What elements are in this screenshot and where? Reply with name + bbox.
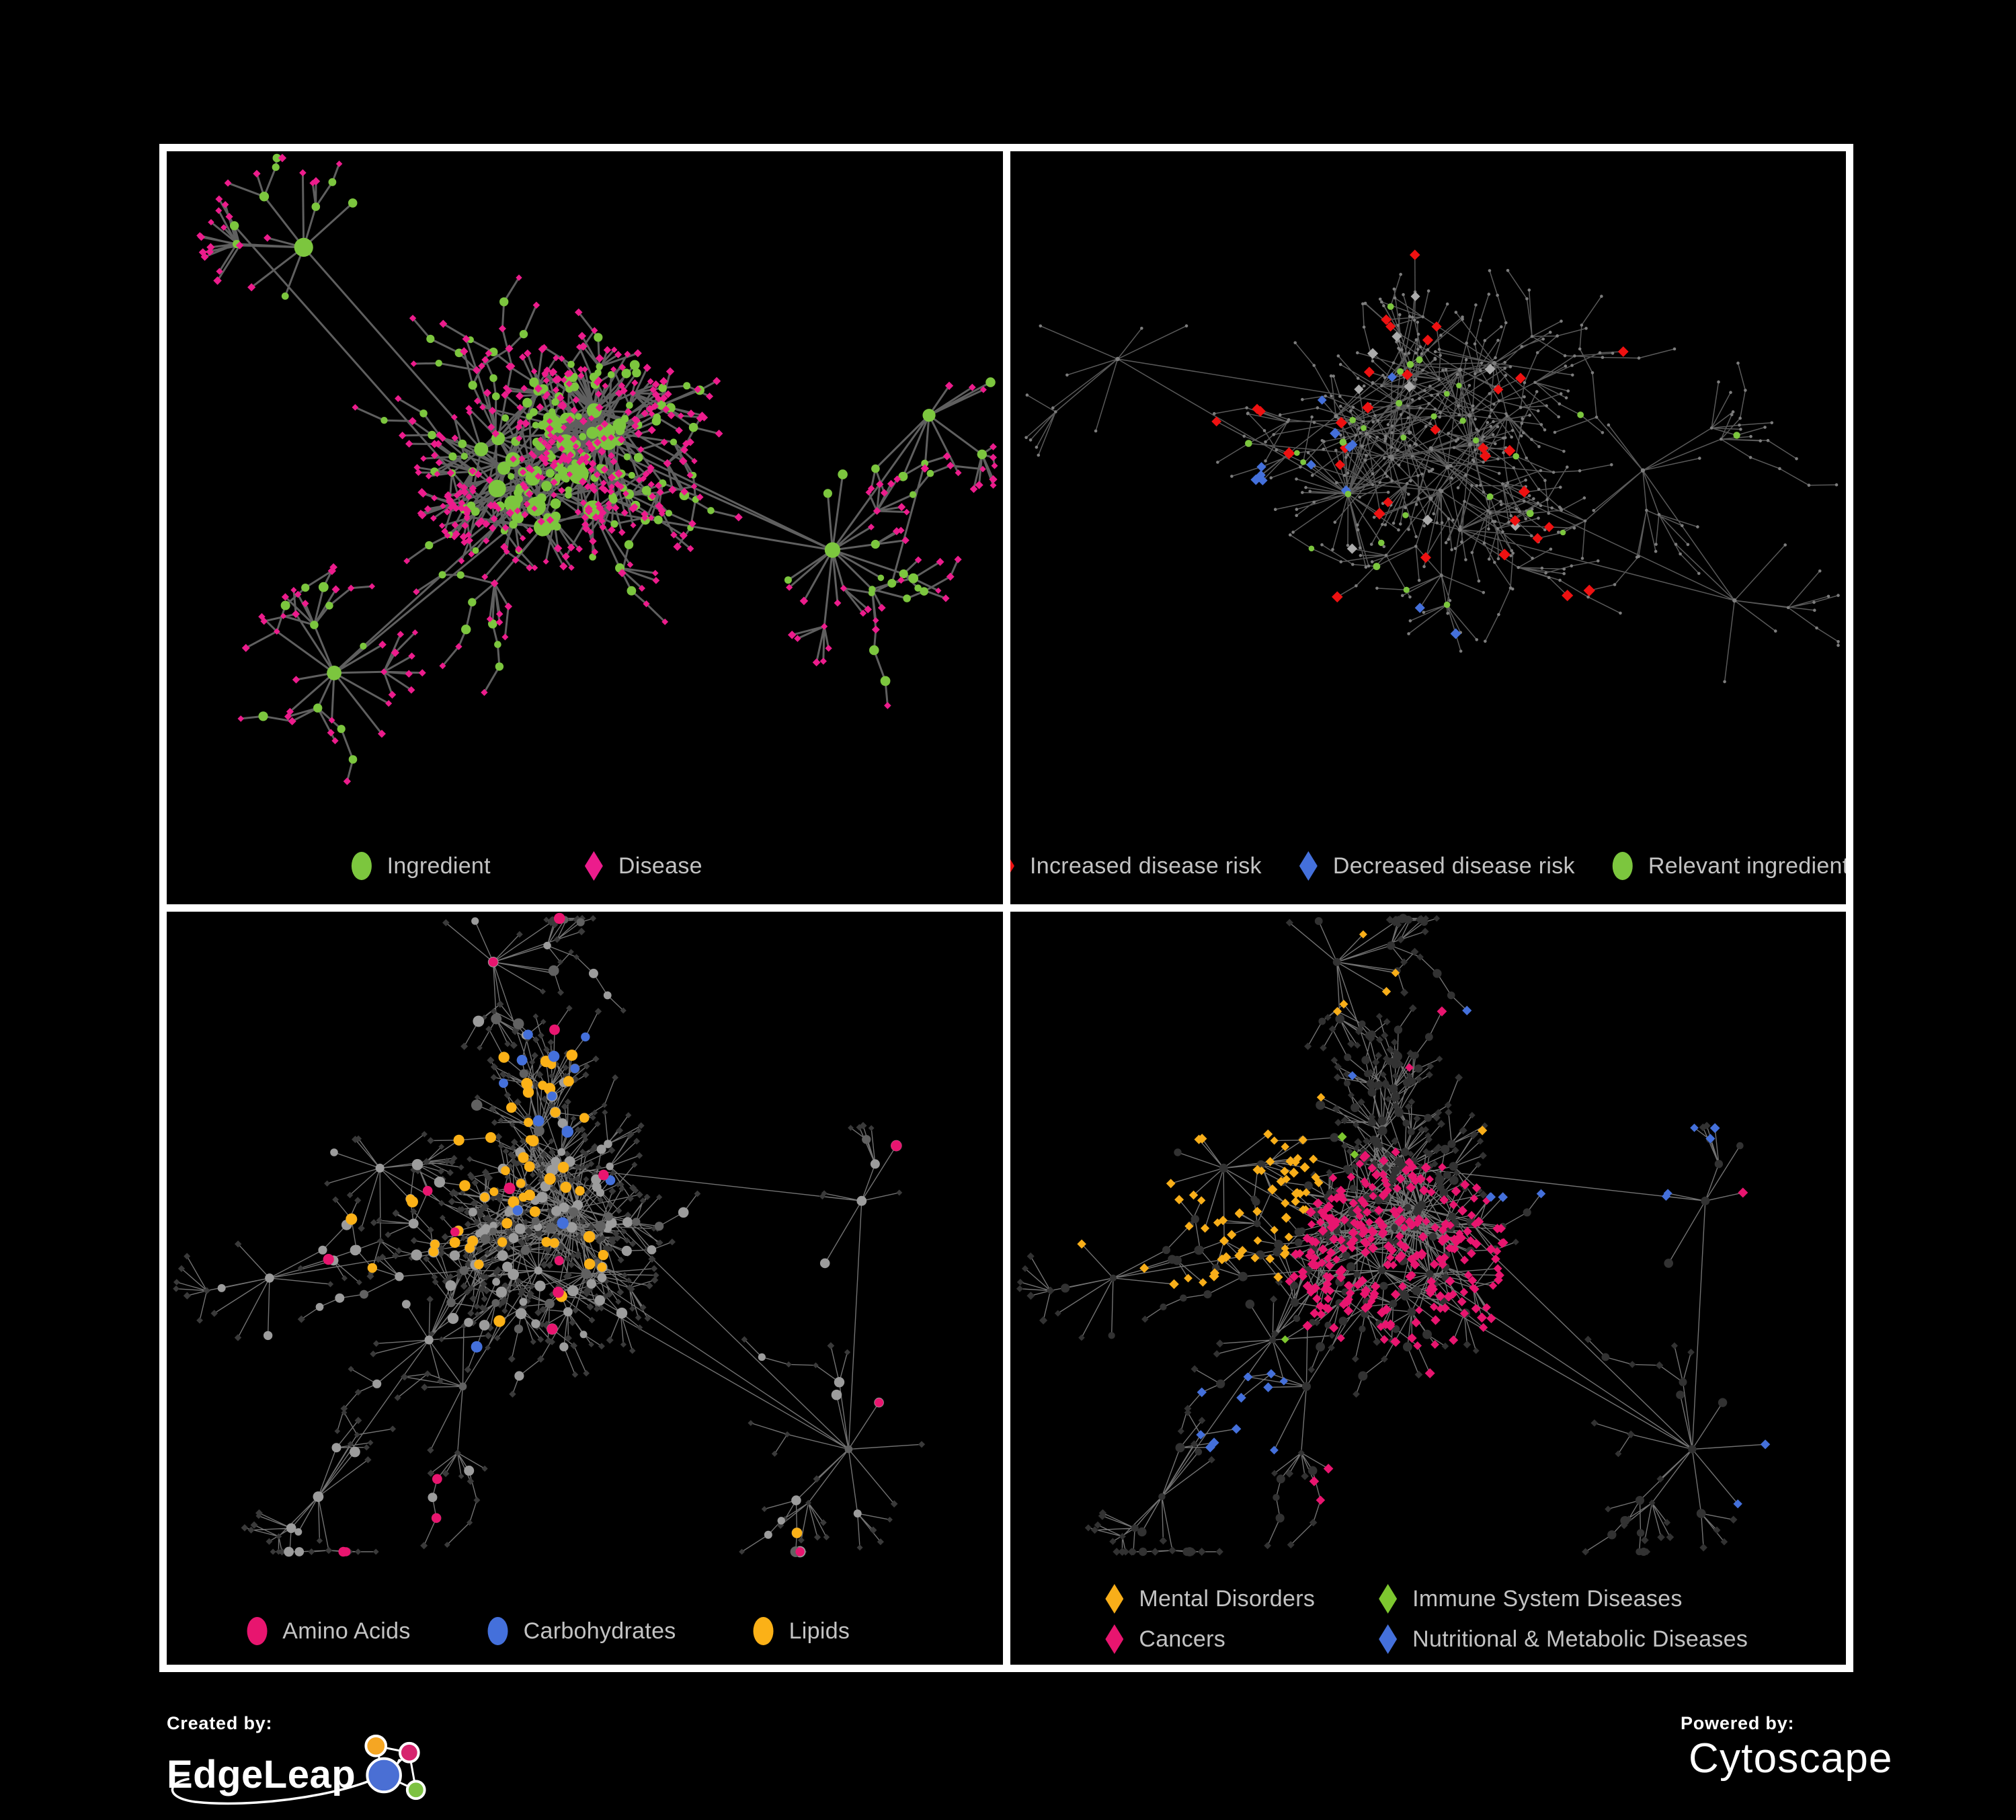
edges-layer [1019,918,1765,1552]
panel-disease-risk-network: Increased disease risk Decreased disease … [1010,151,1846,904]
carbohydrate-nodes [471,1029,616,1353]
legend-label: Lipids [789,1618,850,1644]
legend-item-amino-acids: Amino Acids [247,1617,410,1645]
legend-label: Mental Disorders [1139,1585,1316,1612]
diamond-marker-icon [1299,851,1318,881]
legend-label: Immune System Diseases [1412,1585,1683,1612]
legend-item-lipids: Lipids [753,1617,850,1645]
created-by-label: Created by: [167,1713,273,1733]
legend-item-cancers: Cancers [1105,1624,1315,1654]
relevant-ingredient-nodes [1244,303,1740,608]
network-graph-nutrient-categories [173,912,926,1558]
legend-item-carbohydrates: Carbohydrates [487,1617,676,1645]
legend-item-immune-system-diseases: Immune System Diseases [1379,1584,1748,1614]
circle-marker-icon [753,1617,774,1645]
legend-label: Increased disease risk [1029,853,1262,879]
circle-marker-icon [1612,852,1633,880]
legend-item-relevant-ingredient: Relevant ingredient [1612,852,1846,880]
powered-by-label: Powered by: [1681,1713,1795,1733]
edges-layer [1025,255,1839,682]
legend-item-decreased-disease-risk: Decreased disease risk [1299,851,1575,881]
nutritional-metabolic-nodes [1195,1005,1770,1509]
legend-ingredient-disease: Ingredient Disease [351,851,702,881]
diamond-marker-icon [1010,851,1014,881]
legend-disease-risk: Increased disease risk Decreased disease … [1010,851,1846,881]
diamond-marker-icon [1379,1624,1398,1654]
legend-item-disease: Disease [584,851,702,881]
panel-disease-category-network: Mental Disorders Immune System Diseases Ca… [1010,912,1846,1665]
legend-item-ingredient: Ingredient [351,852,491,880]
panel-ingredient-disease-network: Ingredient Disease [167,151,1003,904]
edgeleap-brand: EdgeLeap [167,1752,356,1796]
network-graph-disease-risk [1024,249,1840,684]
cytoscape-brand: Cytoscape [1689,1735,1893,1782]
diamond-marker-icon [1105,1624,1124,1654]
diamond-marker-icon [1105,1584,1124,1614]
legend-disease-categories: Mental Disorders Immune System Diseases Ca… [1105,1584,1748,1654]
edges-layer [175,918,922,1552]
legend-item-nutritional-metabolic-diseases: Nutritional & Metabolic Diseases [1379,1624,1748,1654]
base-nodes [1024,253,1840,684]
legend-label: Carbohydrates [523,1618,676,1644]
circle-marker-icon [351,852,372,880]
legend-nutrient-categories: Amino Acids Carbohydrates Lipids [247,1617,850,1645]
lipid-nodes [346,1050,803,1538]
increased-risk-nodes [1211,249,1629,603]
legend-label: Cancers [1139,1626,1226,1652]
network-graph-ingredient-disease [196,153,998,785]
circle-marker-icon [487,1617,508,1645]
ingredient-nodes [217,913,902,1558]
mental-disorder-nodes [1076,930,1487,1290]
amino-acid-nodes [323,912,902,1557]
legend-label: Amino Acids [282,1618,411,1644]
legend-label: Relevant ingredient [1648,853,1846,879]
legend-item-increased-disease-risk: Increased disease risk [1010,851,1262,881]
created-by-credit: Created by: EdgeLeap [167,1713,449,1814]
panel-nutrient-category-network: Amino Acids Carbohydrates Lipids [167,912,1003,1665]
edgeleap-logo-icon [364,1734,426,1801]
circle-marker-icon [247,1617,268,1645]
panel-grid: Ingredient Disease Increased disease risk… [159,144,1853,1672]
disease-nodes [173,914,926,1556]
legend-label: Ingredient [387,853,491,879]
diamond-marker-icon [1379,1584,1398,1614]
diamond-marker-icon [584,851,603,881]
powered-by-credit: Powered by: Cytoscape [1681,1713,1892,1814]
legend-label: Disease [618,853,702,879]
legend-label: Decreased disease risk [1332,853,1575,879]
network-graph-disease-categories [1016,914,1770,1556]
legend-label: Nutritional & Metabolic Diseases [1412,1626,1748,1652]
legend-item-mental-disorders: Mental Disorders [1105,1584,1315,1614]
